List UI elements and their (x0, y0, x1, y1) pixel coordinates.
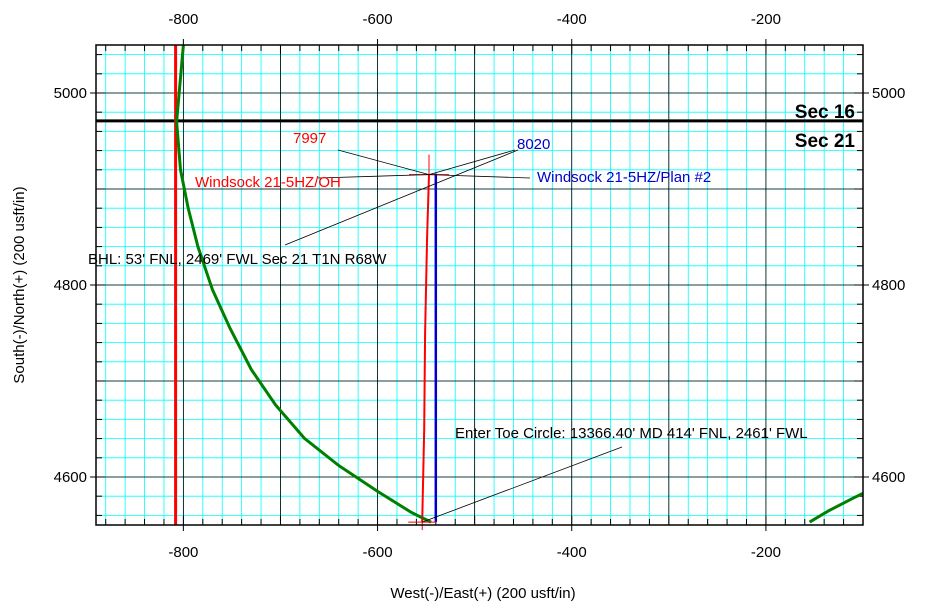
x-tick-label-bottom: -200 (751, 544, 781, 561)
series-line-4 (808, 491, 864, 524)
y-tick-label-right: 4600 (872, 469, 905, 486)
y-tick-label-right: 4800 (872, 277, 905, 294)
x-tick-label-top: -800 (168, 11, 198, 28)
x-tick-label-top: -200 (751, 11, 781, 28)
tick-labels: -800 -800 -600 -600 -400 -400 -200 -200 4600 4600… (54, 11, 906, 561)
toe-circle-leader (422, 446, 623, 523)
depth-7997-leader (337, 149, 430, 175)
y-tick-label-right: 5000 (872, 85, 905, 102)
x-tick-label-bottom: -800 (168, 544, 198, 561)
y-tick-label-left: 5000 (54, 85, 87, 102)
sec16-label: Sec 16 (795, 102, 855, 123)
y-tick-label-left: 4600 (54, 469, 87, 486)
blue-well-label: Windsock 21-5HZ/Plan #2 (537, 169, 711, 186)
red-well-label: Windsock 21-5HZ/OH (195, 174, 341, 191)
x-axis-title: West(-)/East(+) (200 usft/in) (390, 585, 575, 602)
x-tick-label-top: -400 (557, 11, 587, 28)
x-tick-label-bottom: -400 (557, 544, 587, 561)
toe-circle-label: Enter Toe Circle: 13366.40' MD 414' FNL,… (455, 425, 808, 442)
y-axis-title: South(-)/North(+) (200 usft/in) (11, 186, 28, 383)
series-layer (174, 44, 864, 525)
plot-frame (95, 44, 864, 526)
axis-ticks (90, 39, 869, 531)
annotation-leaders (284, 149, 623, 531)
bhl-leader (284, 149, 519, 246)
x-tick-label-bottom: -600 (363, 544, 393, 561)
series-line-0 (421, 174, 430, 523)
blue-depth-label: 8020 (517, 136, 550, 153)
y-tick-label-left: 4800 (54, 277, 87, 294)
blue-well-leader (429, 174, 531, 179)
x-tick-label-top: -600 (363, 11, 393, 28)
depth-8020-leader (428, 149, 516, 175)
bhl-label: BHL: 53' FNL, 2469' FWL Sec 21 T1N R68W (88, 251, 387, 268)
series-line-3 (175, 44, 432, 524)
red-depth-label: 7997 (293, 130, 326, 147)
sec21-label: Sec 21 (795, 131, 856, 152)
red-well-leader (317, 174, 430, 179)
